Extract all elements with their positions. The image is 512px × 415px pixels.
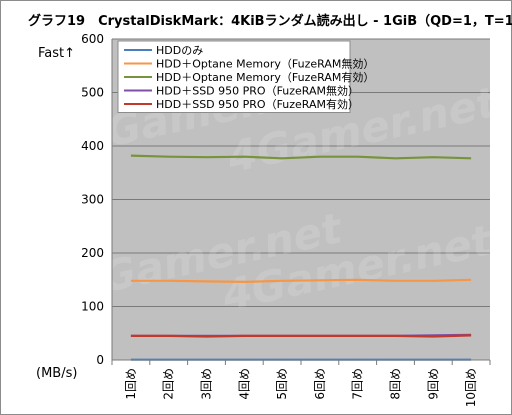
x-tick-label: 7回め [351,368,365,400]
y-direction-label: Fast↑ [38,46,76,61]
y-tick-label: 400 [81,139,104,153]
legend-entry: HDD＋SSD 950 PRO（FuzeRAM無効） [156,84,359,98]
series-line [130,278,472,283]
y-tick-label: 100 [81,300,104,314]
x-tick-label: 5回め [275,368,289,400]
axes: 0 100 200 300 400 500 600 1回め 2回め 3回め 4回め 5回め 6回め 7回め… [81,32,491,407]
series-line [130,334,472,338]
legend-box [117,40,351,113]
x-tick-label: 6回め [313,368,327,400]
y-tick-label: 200 [81,246,104,260]
y-tick-label: 0 [96,353,104,367]
x-tick-label: 1回め [124,368,138,400]
x-tick-label: 4回め [237,368,251,400]
x-tick-label: 8回め [389,368,403,400]
x-tick-label: 2回め [162,368,176,400]
y-axis-unit-label: (MB/s) [36,366,78,381]
legend-entry: HDD＋SSD 950 PRO（FuzeRAM有効） [156,97,359,111]
x-tick-label: 3回め [200,368,214,400]
legend-entry: HDD＋Optane Memory（FuzeRAM有効） [156,70,374,84]
x-tick-label: 10回め [464,368,478,407]
y-tick-label: 600 [81,32,104,46]
legend-entry: HDD＋Optane Memory（FuzeRAM無効） [156,57,374,71]
x-tick-label: 9回め [426,368,440,400]
y-tick-label: 500 [81,86,104,100]
series-line [130,154,472,160]
chart-title: グラフ19 CrystalDiskMark：4KiBランダム読み出し - 1Gi… [28,14,512,29]
y-tick-label: 300 [81,193,104,207]
legend-entry: HDDのみ [156,44,203,57]
